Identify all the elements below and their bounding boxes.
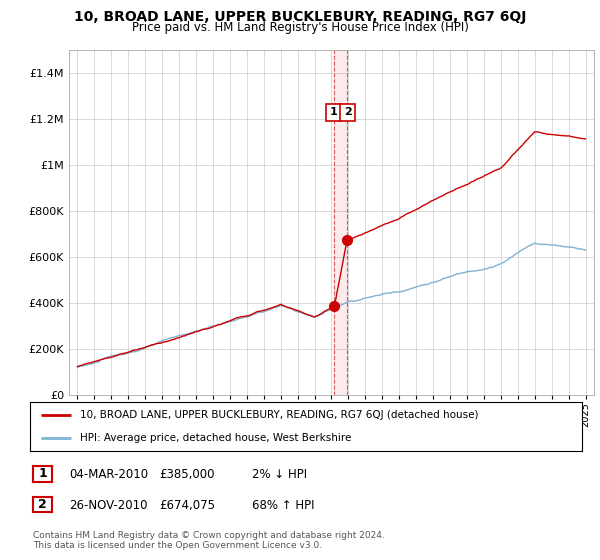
Text: Price paid vs. HM Land Registry's House Price Index (HPI): Price paid vs. HM Land Registry's House … (131, 21, 469, 34)
Text: 04-MAR-2010: 04-MAR-2010 (69, 468, 148, 481)
Text: 2: 2 (38, 498, 47, 511)
Text: 2: 2 (344, 108, 352, 118)
Text: £674,075: £674,075 (159, 498, 215, 512)
Text: HPI: Average price, detached house, West Berkshire: HPI: Average price, detached house, West… (80, 433, 351, 444)
Bar (334, 50, 347, 395)
Text: 26-NOV-2010: 26-NOV-2010 (69, 498, 148, 512)
Text: 1: 1 (329, 108, 337, 118)
Text: 1: 1 (38, 467, 47, 480)
Text: £385,000: £385,000 (159, 468, 215, 481)
Text: Contains HM Land Registry data © Crown copyright and database right 2024.
This d: Contains HM Land Registry data © Crown c… (33, 530, 385, 550)
Text: 10, BROAD LANE, UPPER BUCKLEBURY, READING, RG7 6QJ (detached house): 10, BROAD LANE, UPPER BUCKLEBURY, READIN… (80, 410, 478, 421)
Text: 2% ↓ HPI: 2% ↓ HPI (252, 468, 307, 481)
Text: 10, BROAD LANE, UPPER BUCKLEBURY, READING, RG7 6QJ: 10, BROAD LANE, UPPER BUCKLEBURY, READIN… (74, 10, 526, 24)
Text: 68% ↑ HPI: 68% ↑ HPI (252, 498, 314, 512)
